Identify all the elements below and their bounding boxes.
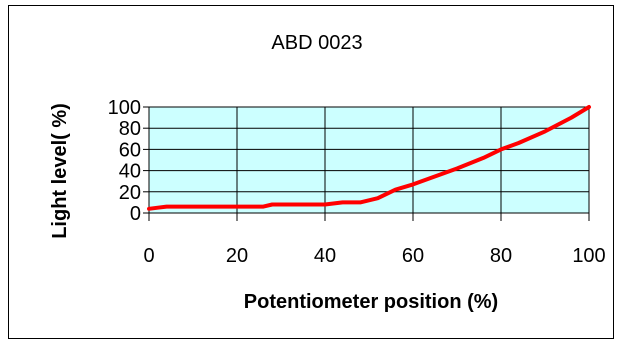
x-axis-ticks: 0 20 40 60 80 100	[143, 212, 606, 267]
y-tick-label: 80	[119, 118, 141, 140]
x-tick-label: 80	[490, 245, 512, 267]
x-tick-label: 0	[143, 245, 154, 267]
chart-title: ABD 0023	[271, 32, 362, 54]
x-tick-label: 100	[572, 245, 605, 267]
y-tick-label: 40	[119, 161, 141, 183]
y-tick-label: 60	[119, 139, 141, 161]
y-tick-label: 0	[130, 203, 141, 225]
chart-frame: ABD 0023 0 20 40 60 80 100 0 20 40 60 80 100 Poten…	[8, 5, 614, 339]
y-tick-label: 100	[108, 97, 141, 119]
series-line	[147, 105, 591, 211]
series-group	[147, 105, 591, 211]
grid-lines	[149, 107, 589, 213]
y-axis-label: Light level( %)	[49, 103, 71, 239]
plot-area	[148, 106, 590, 214]
x-axis-label: Potentiometer position (%)	[244, 291, 498, 313]
x-tick-label: 60	[402, 245, 424, 267]
y-tick-label: 20	[119, 182, 141, 204]
x-tick-label: 40	[314, 245, 336, 267]
x-tick-label: 20	[226, 245, 248, 267]
